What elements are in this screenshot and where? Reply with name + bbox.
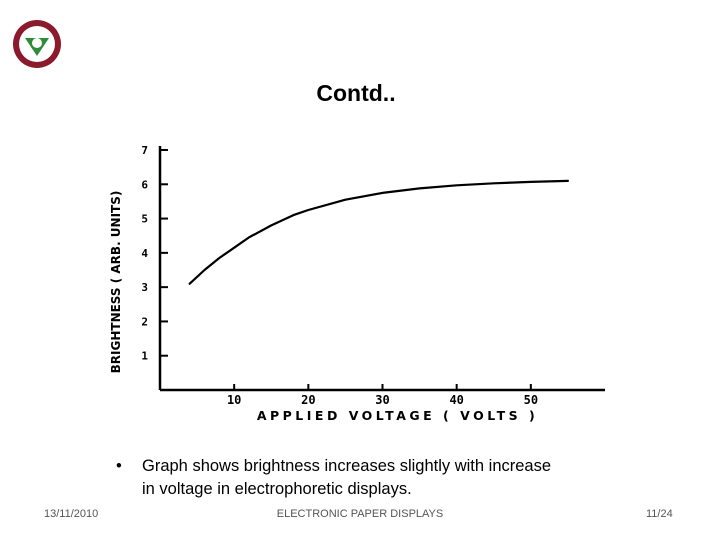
slide-title: Contd..	[316, 80, 396, 106]
y-tick-label: 3	[141, 281, 148, 294]
footer-title: ELECTRONIC PAPER DISPLAYS	[276, 508, 444, 520]
y-axis-label: BRIGHTNESS ( ARB. UNITS)	[109, 191, 123, 374]
x-tick-label: 30	[375, 393, 389, 407]
bullet-text: Graph shows brightness increases slightl…	[142, 457, 552, 498]
brightness-curve	[188, 179, 569, 285]
y-tick-label: 4	[141, 247, 148, 260]
y-tick-label: 1	[141, 350, 148, 363]
y-tick-label: 2	[141, 315, 148, 328]
footer-date: 13/11/2010	[44, 508, 99, 520]
x-tick-label: 50	[524, 393, 538, 407]
y-tick-label: 5	[141, 213, 148, 226]
y-tick-label: 7	[141, 144, 148, 157]
footer-page-number: 11/24	[646, 508, 673, 520]
x-axis-label: APPLIED VOLTAGE ( VOLTS )	[257, 408, 538, 423]
institution-logo-icon	[13, 20, 61, 68]
bullet-icon: •	[116, 457, 122, 475]
x-tick-label: 10	[227, 393, 241, 407]
x-tick-label: 40	[449, 393, 463, 407]
y-tick-label: 6	[141, 178, 148, 191]
x-tick-label: 20	[301, 393, 315, 407]
